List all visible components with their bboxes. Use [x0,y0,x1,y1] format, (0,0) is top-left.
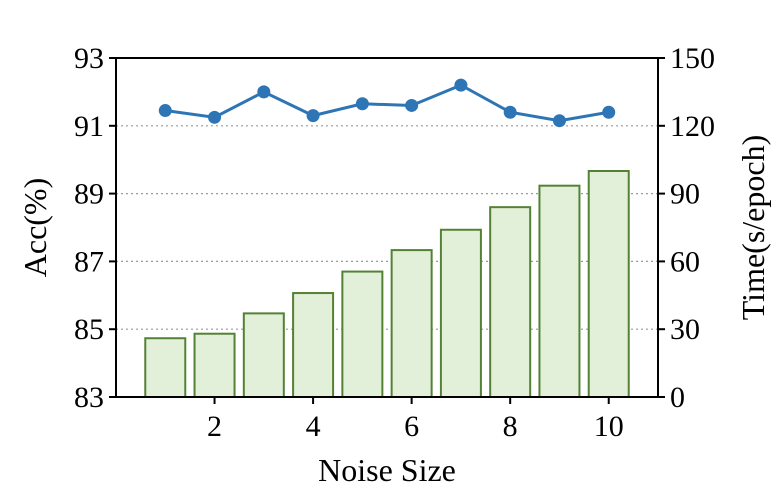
y-axis-right-title: Time(s/epoch) [735,135,771,320]
x-tick-label: 8 [503,410,518,443]
y-right-tick-label: 0 [670,381,685,414]
line-point [306,109,320,123]
line-point [405,98,419,112]
y-right-tick-label: 60 [670,245,700,278]
line-point [602,105,616,119]
ticks: 83 85 87 89 91 93 0 30 60 90 120 150 2 4 6 8 10 [74,42,715,443]
y-left-tick-label: 85 [74,313,104,346]
line-point [454,78,468,92]
x-tick-label: 4 [306,410,321,443]
y-left-tick-label: 89 [74,178,104,211]
bar [390,249,433,398]
line-point [552,114,566,128]
x-axis-title: Noise Size [318,452,456,488]
line-path [165,83,609,123]
y-left-tick-label: 93 [74,42,104,75]
bar [341,270,384,399]
bar [587,170,630,398]
y-right-tick-label: 30 [670,313,700,346]
accuracy-line [158,78,616,128]
bar [193,332,236,398]
line-point [503,105,517,119]
y-left-tick-label: 83 [74,381,104,414]
y-left-tick-label: 91 [74,110,104,143]
line-point [208,110,222,124]
bar [538,184,581,398]
bar [439,228,482,398]
line-point [158,104,172,118]
y-right-tick-label: 150 [670,42,715,75]
plot-frame [115,57,659,398]
bar [489,206,532,398]
y-left-tick-label: 87 [74,245,104,278]
bar [292,292,335,399]
bar [144,337,187,398]
y-right-tick-label: 90 [670,178,700,211]
line-point [355,97,369,111]
y-right-tick-label: 120 [670,110,715,143]
y-axis-left-title: Acc(%) [17,178,53,277]
x-tick-label: 2 [207,410,222,443]
x-tick-label: 10 [594,410,624,443]
bars [144,170,630,399]
bar [242,312,285,399]
line-point [257,85,271,99]
x-tick-label: 6 [404,410,419,443]
